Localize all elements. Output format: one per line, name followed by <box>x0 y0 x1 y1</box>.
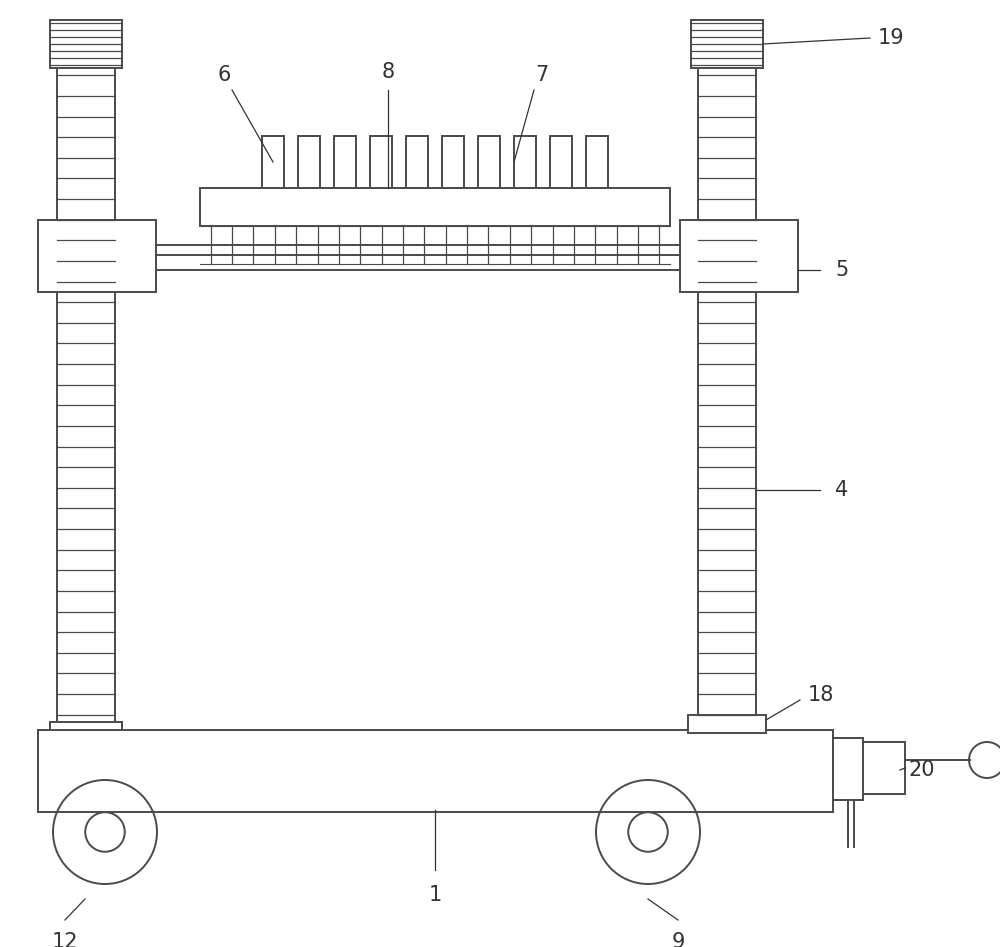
Bar <box>298 136 320 188</box>
Bar <box>863 742 905 794</box>
Text: 7: 7 <box>535 65 549 85</box>
Bar <box>200 188 670 226</box>
Bar <box>50 722 122 740</box>
Bar <box>334 136 356 188</box>
Bar <box>478 136 500 188</box>
Text: 8: 8 <box>381 62 395 82</box>
Bar <box>57 65 115 725</box>
Bar <box>406 136 428 188</box>
Text: 9: 9 <box>671 932 685 947</box>
Bar <box>38 220 156 292</box>
Text: 20: 20 <box>908 760 934 780</box>
Bar <box>50 20 122 68</box>
Text: 19: 19 <box>878 28 905 48</box>
Text: 6: 6 <box>217 65 231 85</box>
Bar <box>688 715 766 733</box>
Bar <box>514 136 536 188</box>
Bar <box>680 220 798 292</box>
Text: 18: 18 <box>808 685 834 705</box>
Text: 12: 12 <box>52 932 78 947</box>
Bar <box>442 136 464 188</box>
Bar <box>370 136 392 188</box>
Text: 4: 4 <box>835 480 848 500</box>
Bar <box>691 722 763 740</box>
Bar <box>691 20 763 68</box>
Bar <box>550 136 572 188</box>
Bar <box>698 65 756 725</box>
Text: 1: 1 <box>428 885 442 905</box>
Bar <box>586 136 608 188</box>
Bar <box>38 730 833 812</box>
Bar <box>833 738 863 800</box>
Text: 5: 5 <box>835 260 848 280</box>
Bar <box>262 136 284 188</box>
